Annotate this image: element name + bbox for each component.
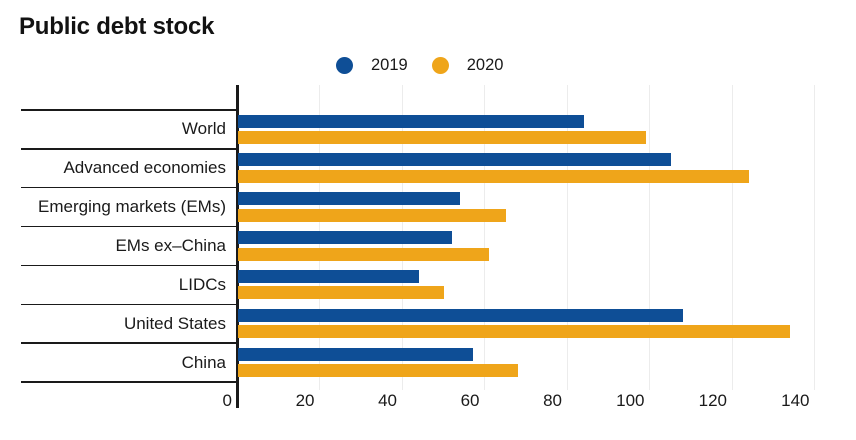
x-tick-label: 80 [543, 391, 562, 410]
legend-dot-2019-icon [336, 56, 353, 74]
category-label: Emerging markets (EMs) [38, 197, 226, 217]
x-tick-label: 40 [378, 391, 397, 410]
gridline [814, 85, 815, 390]
chart-title: Public debt stock [19, 13, 215, 40]
gridline [731, 85, 733, 390]
bar-2019 [237, 153, 671, 167]
bar-2019 [237, 114, 584, 128]
category-label: World [181, 119, 226, 139]
bar-2020 [237, 169, 749, 183]
legend-label-2020: 2020 [466, 55, 504, 74]
bar-2020 [237, 208, 506, 222]
legend-item-2019: 2019 [336, 56, 408, 75]
bar-2019 [237, 192, 461, 206]
x-tick-label: 20 [295, 391, 315, 410]
bar-2020 [237, 325, 791, 339]
x-tick-label: 0 [222, 391, 232, 410]
row-separator [20, 148, 237, 150]
bar-2020 [237, 364, 518, 378]
row-separator [20, 342, 237, 344]
row-separator [20, 186, 237, 189]
row-separator [20, 303, 237, 306]
legend-item-2020: 2020 [431, 55, 504, 75]
x-tick-label: 140 [781, 391, 810, 410]
x-tick-label: 100 [616, 391, 645, 410]
x-tick-label: 60 [460, 391, 480, 410]
category-label: China [181, 352, 226, 372]
category-label: United States [123, 313, 226, 333]
gridline [566, 85, 568, 390]
bar-2020 [237, 247, 490, 261]
legend: 2019 2020 [336, 55, 503, 75]
bar-2019 [237, 269, 419, 283]
gridline [649, 85, 650, 390]
row-separator [20, 264, 237, 267]
bar-2019 [237, 308, 683, 322]
legend-label-2019: 2019 [371, 55, 408, 74]
category-label: LIDCs [178, 274, 226, 294]
legend-dot-2020-icon [431, 56, 449, 74]
bar-2019 [237, 347, 473, 361]
bar-2020 [237, 286, 444, 300]
category-label: Advanced economies [63, 158, 226, 178]
row-separator [20, 381, 237, 383]
y-axis-line [235, 85, 239, 408]
row-separator [20, 225, 237, 228]
bar-2020 [237, 131, 646, 144]
gridline [484, 85, 485, 390]
x-tick-label: 120 [698, 391, 727, 410]
row-separator [20, 109, 237, 111]
category-label: EMs ex–China [115, 236, 226, 256]
bar-2019 [237, 231, 452, 245]
